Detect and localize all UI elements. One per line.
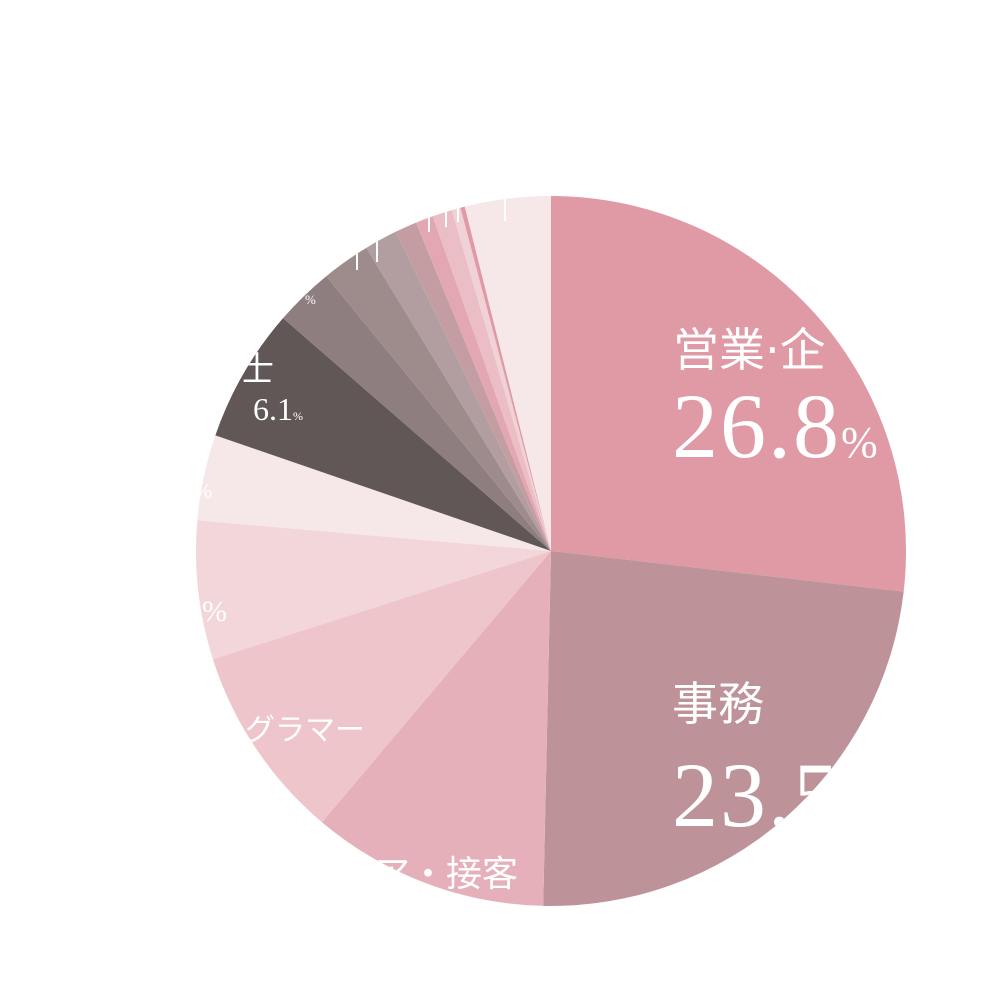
slice-value: 23.5 [672, 744, 841, 846]
slice-unit: % [194, 478, 212, 503]
pie-slice [212, 551, 551, 823]
pie-slice [215, 318, 552, 551]
pie-slice [464, 196, 551, 551]
slice-unit: % [293, 409, 303, 423]
pie-slice [451, 207, 551, 552]
pie-slice [321, 551, 551, 906]
pie-slice [543, 551, 904, 906]
slice-unit: % [841, 418, 880, 467]
slice-unit: % [305, 292, 316, 307]
slice-label: 営業·企 [673, 323, 826, 377]
slice-unit: % [202, 595, 227, 628]
slice-value-label: 26.8% [672, 375, 880, 477]
slice-value: 26.8 [672, 375, 841, 477]
pie-slice [366, 231, 551, 551]
slice-value-label: 6.1% [253, 391, 303, 427]
pie-slice [283, 276, 551, 551]
pie-slice [432, 210, 551, 551]
slice-label: 事務 [672, 677, 764, 731]
pie-slice [197, 435, 551, 551]
slice-label: 士 [240, 350, 274, 390]
pie-slice [416, 216, 551, 551]
pie-slices [195, 196, 906, 906]
pie-slice [551, 196, 906, 592]
pie-slice [460, 206, 551, 551]
slice-value: 6.1 [253, 391, 293, 427]
slice-label: ア・接客 [374, 854, 518, 895]
pie-slice [326, 247, 551, 552]
pie-slice [395, 222, 551, 551]
slice-value-label: 23.5 [672, 744, 841, 846]
pie-slice [195, 520, 551, 660]
slice-label: グラマー [245, 713, 365, 748]
